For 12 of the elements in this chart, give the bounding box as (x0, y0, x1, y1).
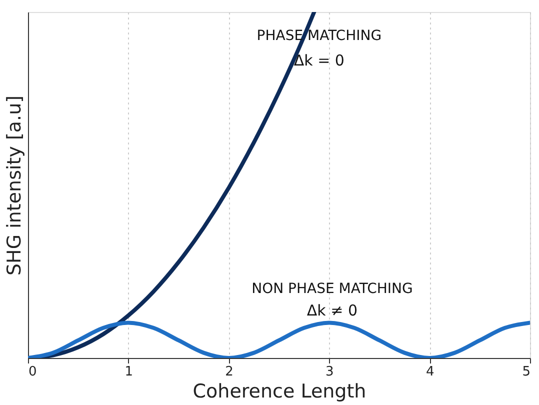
x-axis-title: Coherence Length (192, 380, 366, 402)
text: NON PHASE MATCHING (252, 280, 413, 297)
x-tick-label: 5 (522, 364, 530, 380)
x-tick-label: 2 (225, 364, 234, 380)
annotation: Δk ≠ 0 (306, 302, 358, 320)
x-tick-label: 0 (28, 364, 37, 380)
x-tick-label: 1 (124, 364, 134, 380)
y-axis-title: SHG intensity [a.u] (4, 95, 26, 276)
x-tick-label: 4 (426, 364, 434, 380)
annotation: Δk = 0 (294, 51, 344, 70)
x-tick-label: 3 (326, 364, 334, 380)
series-label: PHASE MATCHING (256, 28, 382, 44)
